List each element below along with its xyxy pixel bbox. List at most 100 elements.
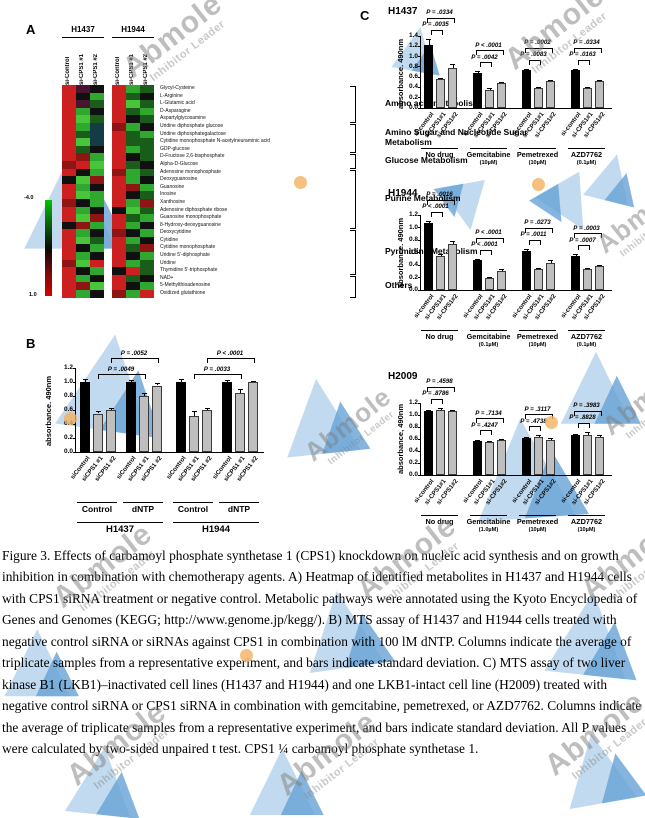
pvalue-bracket — [528, 59, 541, 65]
heatmap-cell — [76, 221, 90, 230]
y-tick-mark — [418, 264, 421, 266]
group-label: Pemetrexed — [516, 150, 559, 159]
metabolite-label: Deoxyguanosine — [160, 176, 198, 183]
group-line — [568, 330, 605, 331]
metabolite-label: L-Glutamic acid — [160, 100, 195, 107]
pathway-label: Others — [385, 280, 413, 291]
y-tick-label: 0.0 — [408, 471, 418, 478]
pvalue-bracket — [479, 62, 492, 68]
pvalue-label: P = .3983 — [573, 402, 600, 410]
error-bar-cap — [95, 411, 101, 413]
bar — [473, 440, 482, 475]
chart-plot-B: 0.0 0.2 0.4 0.6 0.8 1.0 1.2 P = .0049 P = .0052 P… — [64, 350, 264, 455]
group-label: Control — [177, 504, 209, 514]
scale-min-label: 1.0 — [29, 292, 37, 298]
y-tick-mark — [418, 56, 421, 58]
pvalue-label: P < .0001 — [471, 241, 498, 249]
heatmap-cell — [76, 290, 90, 298]
heatmap-cell — [112, 160, 126, 169]
heatmap-cell — [112, 115, 126, 123]
heatmap-cell — [112, 206, 126, 215]
pvalue-bracket — [577, 422, 590, 428]
heatmap-cell — [76, 191, 90, 199]
y-tick-mark — [73, 423, 76, 425]
heatmap-cell — [126, 267, 140, 275]
y-tick-mark — [73, 409, 76, 411]
pvalue-bracket — [577, 245, 590, 251]
heatmap-cell — [62, 206, 76, 215]
error-bar-cap — [426, 409, 431, 411]
heatmap-cell — [76, 198, 90, 207]
heatmap-cell — [62, 130, 76, 139]
pathway-label: Purine Metabolism — [385, 193, 461, 204]
bar — [93, 413, 103, 452]
heatmap-cell — [62, 252, 76, 260]
error-bar-cap — [438, 254, 443, 256]
heatmap-cell — [140, 122, 154, 131]
y-tick-label: 0.6 — [408, 73, 418, 81]
heatmap-cell — [140, 198, 154, 207]
heatmap-cell — [62, 244, 76, 253]
heatmap-cell — [76, 122, 90, 131]
error-bar-cap — [536, 86, 541, 88]
heatmap-cell — [62, 290, 76, 298]
error-bar-cap — [585, 86, 590, 88]
pvalue-label: P = .3117 — [524, 405, 551, 413]
cellline-line — [173, 522, 259, 523]
error-bar-cap — [548, 260, 553, 261]
heatmap-cell — [126, 252, 140, 260]
heatmap-cell — [62, 107, 76, 116]
heatmap-cell — [126, 282, 140, 291]
heatmap-cell — [112, 100, 126, 108]
bar — [522, 69, 531, 108]
y-tick-mark — [418, 76, 421, 78]
pvalue-bracket — [475, 237, 504, 243]
heatmap-color-scale — [45, 200, 52, 296]
group-concentration: (10µM) — [528, 160, 547, 166]
heatmap-cell — [62, 191, 76, 199]
group-concentration: (0.1µM) — [576, 160, 597, 166]
pvalue-bracket — [475, 50, 504, 56]
heatmap-cell — [126, 229, 140, 237]
heatmap-cell — [140, 176, 154, 184]
heatmap-cell — [126, 115, 140, 123]
y-tick-label: 1.0 — [408, 411, 418, 418]
error-bar-cap — [573, 254, 578, 256]
bar — [485, 90, 494, 108]
error-bar-cap — [524, 436, 529, 438]
pvalue-label: P = .0035 — [422, 21, 449, 29]
bar — [448, 411, 457, 475]
y-tick-mark — [418, 107, 421, 109]
heatmap-cell — [140, 290, 154, 298]
heatmap-cell — [90, 122, 104, 131]
pvalue-label: P = .0033 — [203, 365, 231, 373]
cellline-label: H1437 — [106, 524, 134, 535]
group-label: Pemetrexed — [516, 332, 559, 341]
heatmap-cell — [126, 259, 140, 268]
y-tick-mark — [418, 277, 421, 278]
bar — [436, 255, 445, 290]
pvalue-bracket — [111, 358, 159, 363]
heatmap-cell — [90, 252, 104, 260]
group-concentration: (10µM) — [577, 527, 596, 533]
bar — [522, 437, 531, 475]
y-tick-mark — [418, 462, 421, 464]
y-tick-mark — [418, 66, 421, 68]
error-bar-cap — [597, 79, 602, 81]
heatmap-cell — [62, 160, 76, 169]
heatmap-cell — [90, 145, 104, 154]
heatmap-block-2 — [112, 85, 154, 298]
heatmap-cell — [62, 267, 76, 275]
error-bar-cap — [224, 379, 230, 381]
error-bar-cap — [499, 439, 504, 440]
pvalue-label: P < .0001 — [475, 41, 502, 49]
heatmap-cell — [140, 160, 154, 169]
heatmap-cell — [140, 85, 154, 93]
y-tick-mark — [73, 451, 76, 453]
heatmap-cell — [76, 130, 90, 139]
group-concentration: (0.1µM) — [576, 342, 597, 348]
bar — [485, 278, 494, 290]
y-tick-mark — [418, 239, 421, 241]
pathway-bracket — [350, 124, 356, 154]
